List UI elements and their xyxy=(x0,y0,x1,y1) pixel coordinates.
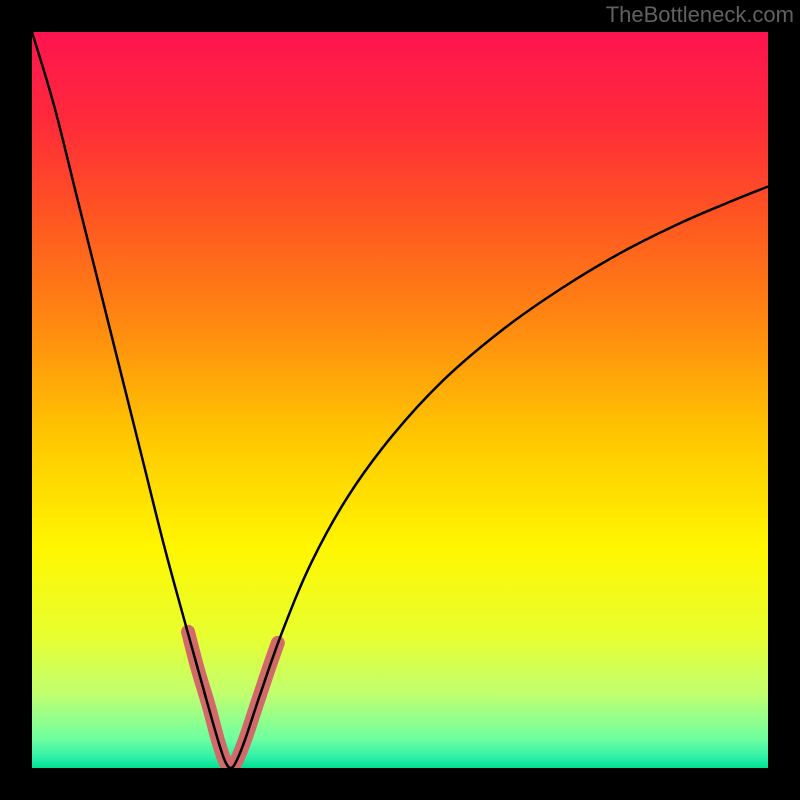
gradient-background xyxy=(32,32,768,768)
bottleneck-chart xyxy=(0,0,800,800)
watermark-text: TheBottleneck.com xyxy=(606,2,794,28)
